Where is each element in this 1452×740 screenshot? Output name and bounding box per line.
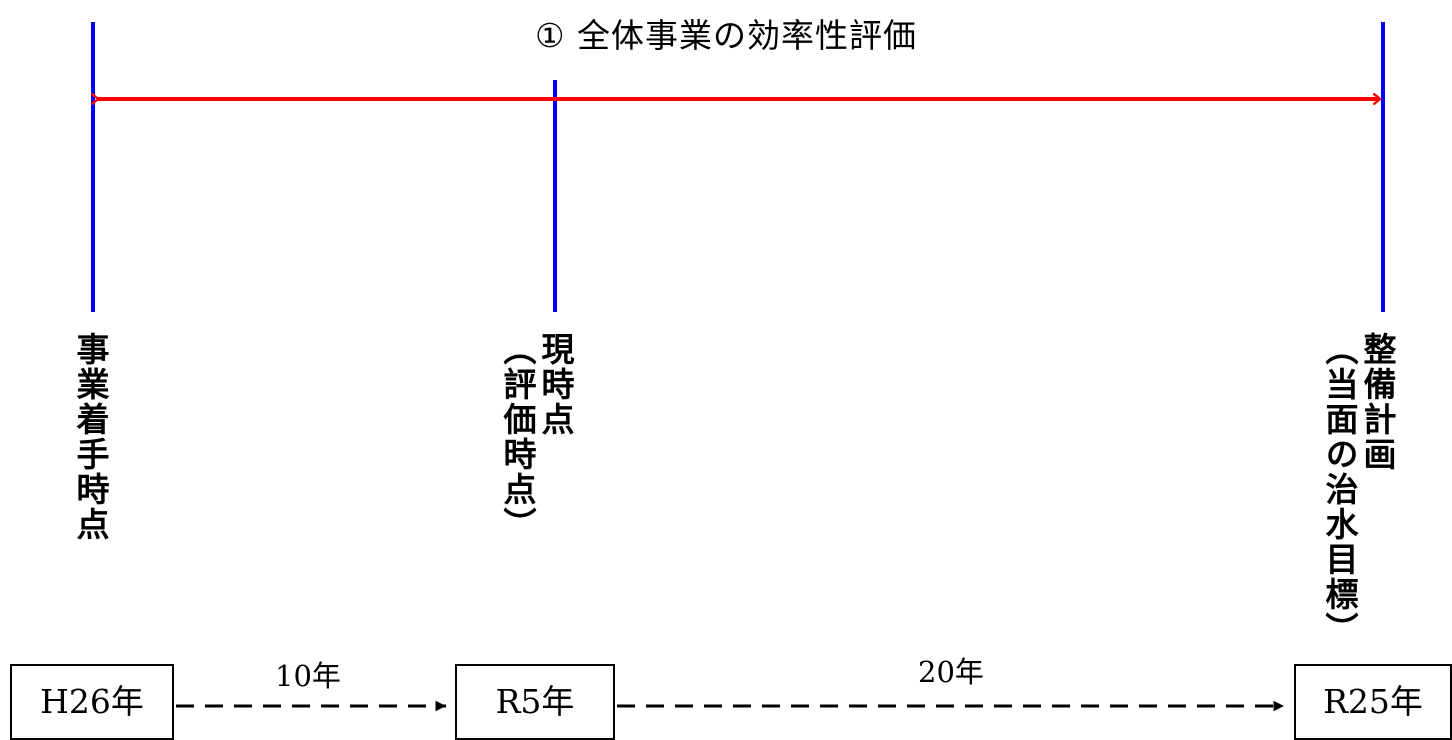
- interval-label-first: 10年: [275, 659, 341, 693]
- milestone-label-current-line-1: 現時点: [536, 332, 575, 437]
- milestone-label-start-line-1: 事業着手時点: [71, 332, 110, 542]
- milestone-label-current: 現時点 （評価時点）: [498, 332, 575, 542]
- milestone-label-current-line-2: （評価時点）: [498, 332, 537, 542]
- diagram-title: ① 全体事業の効率性評価: [534, 16, 918, 55]
- interval-label-second: 20年: [918, 655, 984, 689]
- year-box-target: R25年: [1294, 664, 1452, 740]
- milestone-label-target-line-2: （当面の治水目標）: [1320, 332, 1359, 647]
- year-box-start: H26年: [10, 664, 174, 740]
- milestone-label-target: 整備計画 （当面の治水目標）: [1320, 332, 1397, 647]
- milestone-label-target-line-1: 整備計画: [1358, 332, 1397, 472]
- year-box-current: R5年: [455, 664, 615, 740]
- milestone-label-start: 事業着手時点: [71, 332, 110, 542]
